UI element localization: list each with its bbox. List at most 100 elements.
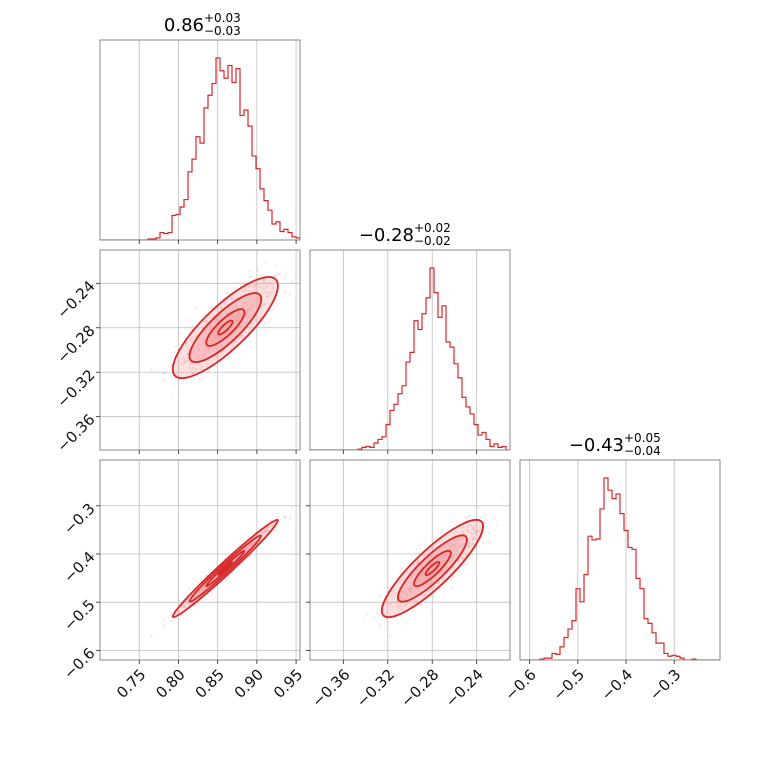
- sample-point-r2-c0: [164, 620, 167, 623]
- sample-point-r2-c1: [493, 517, 496, 521]
- panel-frame-r2-c1: [309, 459, 511, 661]
- sample-point-r1-c0: [223, 302, 226, 305]
- sample-point-r1-c0: [265, 295, 268, 298]
- sample-point-r2-c1: [461, 556, 464, 559]
- sample-point-r1-c0: [209, 358, 212, 361]
- ytick-label-param-1-2: −0.28: [53, 322, 98, 367]
- sample-point-r1-c0: [191, 368, 194, 372]
- sample-point-r2-c1: [421, 595, 424, 598]
- ticks-layer: [96, 240, 675, 664]
- sample-point-r1-c0: [177, 360, 180, 363]
- sample-point-r1-c0: [186, 359, 189, 362]
- sample-point-r1-c0: [267, 281, 270, 284]
- sample-point-r1-c0: [180, 362, 183, 365]
- sample-point-r1-c0: [259, 316, 262, 319]
- panel-frame-r1-c1: [309, 249, 511, 451]
- sample-point-r1-c0: [273, 290, 276, 293]
- scatter-panel-r2-c1: [363, 495, 503, 638]
- sample-point-r1-c0: [250, 275, 253, 279]
- sample-point-r1-c0: [289, 293, 292, 296]
- sample-point-r2-c1: [461, 531, 464, 535]
- sample-point-r1-c0: [210, 306, 213, 309]
- sample-point-r2-c1: [437, 580, 440, 584]
- sample-point-r1-c0: [274, 275, 278, 278]
- sample-point-r2-c1: [425, 606, 429, 609]
- histogram-param-1: [310, 267, 510, 450]
- sample-point-r2-c1: [427, 552, 430, 555]
- sample-point-r1-c0: [238, 336, 241, 339]
- sample-point-r2-c1: [397, 607, 401, 610]
- ytick-label-param-2-0: −0.6: [60, 644, 98, 682]
- sample-point-r1-c0: [232, 342, 235, 345]
- sample-point-r1-c0: [179, 358, 182, 361]
- sample-point-r1-c0: [305, 257, 307, 259]
- sample-point-r1-c0: [262, 279, 265, 283]
- sample-point-r2-c1: [470, 542, 473, 546]
- sample-point-r2-c1: [389, 602, 392, 605]
- sample-point-r1-c0: [256, 283, 259, 286]
- sample-point-r2-c1: [430, 587, 433, 590]
- sample-point-r2-c1: [373, 616, 376, 619]
- sample-point-r1-c0: [219, 306, 223, 309]
- sample-point-r2-c0: [247, 556, 250, 559]
- sample-point-r2-c1: [475, 520, 478, 524]
- sample-point-r1-c0: [214, 356, 217, 359]
- sample-point-r2-c1: [412, 562, 416, 566]
- sample-point-r2-c1: [456, 527, 459, 530]
- sample-point-r2-c1: [472, 529, 476, 532]
- sample-point-r2-c1: [412, 609, 415, 612]
- sample-point-r2-c1: [416, 598, 419, 601]
- sample-point-r1-c0: [248, 284, 251, 288]
- sample-point-r1-c0: [277, 273, 280, 276]
- sample-point-r2-c1: [473, 531, 476, 534]
- param-title-err-minus-2: −0.04: [624, 444, 661, 458]
- sample-point-r1-c0: [193, 336, 196, 339]
- sample-point-r2-c1: [395, 592, 398, 595]
- sample-point-r2-c1: [438, 587, 442, 591]
- panel-frame-r0-c0: [99, 39, 301, 241]
- sample-point-r1-c0: [174, 345, 177, 348]
- sample-point-r2-c1: [393, 594, 396, 597]
- sample-point-r2-c0: [184, 601, 188, 604]
- sample-point-r2-c1: [472, 535, 475, 538]
- sample-point-r1-c0: [231, 345, 235, 348]
- sample-point-r1-c0: [193, 368, 196, 371]
- sample-point-r2-c0: [176, 612, 179, 615]
- xtick-label-param-0-4: 0.95: [270, 666, 306, 702]
- sample-point-r2-c0: [283, 516, 286, 519]
- sample-point-r2-c0: [267, 525, 270, 529]
- sample-point-r2-c0: [197, 603, 200, 606]
- sample-point-r2-c0: [177, 610, 180, 613]
- data-layer: [100, 57, 720, 660]
- sample-point-r2-c1: [389, 594, 393, 597]
- sample-point-r1-c0: [258, 318, 261, 321]
- sample-point-r2-c0: [271, 524, 274, 527]
- sample-point-r2-c1: [423, 554, 426, 557]
- sample-point-r1-c0: [241, 334, 244, 337]
- sample-point-r1-c0: [198, 378, 202, 381]
- sample-point-r2-c1: [474, 524, 477, 527]
- sample-point-r1-c0: [264, 290, 267, 294]
- xtick-label-param-2-0: −0.6: [501, 666, 539, 704]
- sample-point-r1-c0: [199, 368, 202, 371]
- sample-point-r2-c1: [466, 525, 469, 529]
- sample-point-r2-c1: [399, 582, 402, 586]
- sample-point-r2-c1: [391, 606, 394, 609]
- param-title-err-minus-1: −0.02: [414, 234, 451, 248]
- sample-point-r2-c1: [473, 537, 476, 540]
- sample-point-r2-c0: [263, 528, 266, 531]
- xtick-label-param-1-2: −0.28: [397, 666, 442, 711]
- scatter-panel-r2-c0: [150, 506, 294, 638]
- panel-frame-r2-c0: [99, 459, 301, 661]
- histogram-param-0: [100, 57, 300, 240]
- sample-point-r1-c0: [186, 352, 189, 355]
- sample-point-r1-c0: [264, 303, 267, 306]
- sample-point-r1-c0: [258, 286, 261, 289]
- sample-point-r1-c0: [212, 314, 215, 317]
- sample-point-r2-c1: [455, 531, 458, 534]
- sample-point-r2-c1: [415, 562, 419, 565]
- sample-point-r2-c0: [262, 531, 266, 535]
- xtick-label-param-0-3: 0.90: [231, 666, 267, 702]
- sample-point-r2-c1: [468, 542, 471, 546]
- sample-point-r2-c0: [261, 530, 264, 534]
